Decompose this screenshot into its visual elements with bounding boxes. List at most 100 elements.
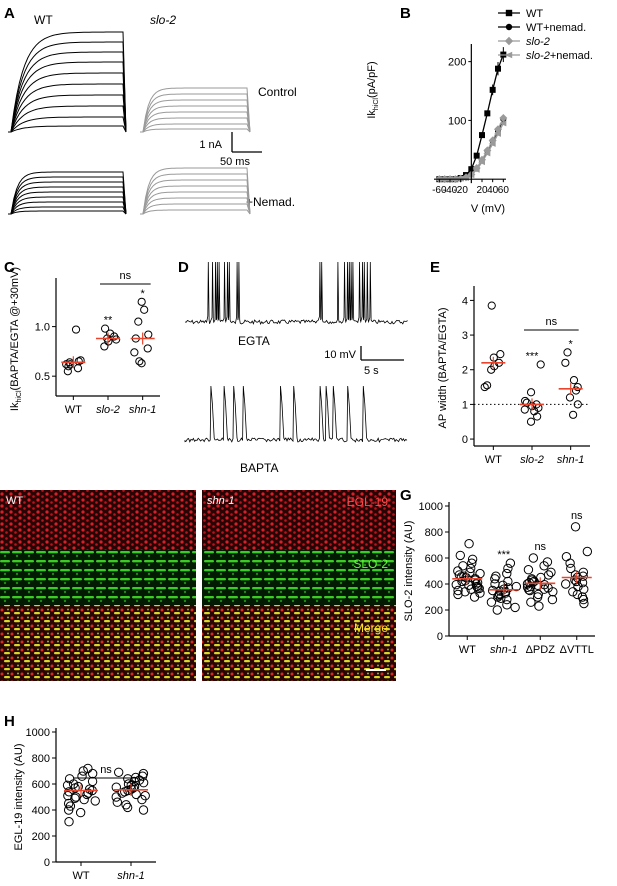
data-point [561, 552, 572, 562]
y-tick-label: 200 [448, 57, 466, 69]
data-point [137, 359, 146, 368]
data-point [79, 794, 89, 805]
x-tick-label: shn-1 [117, 870, 145, 882]
y-tick-label: 400 [425, 579, 443, 591]
data-point [478, 159, 485, 166]
data-point [565, 558, 575, 568]
data-point [572, 589, 583, 600]
data-point [487, 365, 496, 374]
y-axis-label: EGL-19 intensity (AU) [13, 744, 25, 851]
current-trace [8, 181, 127, 215]
current-trace [8, 196, 127, 215]
data-point [144, 330, 153, 339]
data-point [528, 577, 538, 587]
data-point [534, 601, 544, 611]
current-trace [140, 123, 251, 133]
current-trace [140, 128, 251, 133]
data-point [75, 807, 86, 818]
panel-a: WT slo-2 Control +Nemad. 1 nA 50 ms [8, 13, 297, 215]
x-tick-label: 40 [487, 185, 499, 196]
x-tick-label: WT [72, 870, 89, 882]
data-point [525, 585, 535, 596]
data-point [548, 587, 558, 597]
x-tick-label: -60 [432, 185, 447, 196]
panel-d-scale-y-label: 10 mV [324, 349, 356, 361]
x-tick-label: WT [485, 454, 502, 466]
significance-label: ns [571, 510, 583, 522]
x-tick-label: shn-1 [490, 644, 518, 656]
data-point [502, 568, 512, 579]
data-point [120, 787, 130, 797]
current-trace [140, 197, 251, 215]
data-point [466, 563, 476, 574]
data-point [63, 805, 74, 815]
data-point [100, 342, 109, 351]
data-point [78, 766, 88, 776]
data-point [568, 587, 578, 597]
data-point [460, 587, 470, 597]
x-tick-label: ΔPDZ [526, 644, 556, 656]
data-point [137, 794, 147, 805]
panel-letter-a: A [4, 5, 15, 22]
data-point [474, 583, 484, 594]
data-point [473, 152, 480, 159]
current-trace [8, 206, 127, 215]
data-point [486, 597, 497, 607]
data-point [71, 792, 81, 802]
data-point [76, 356, 85, 365]
bracket-label: ns [120, 270, 132, 282]
y-tick-label: 1 [462, 399, 468, 411]
y-tick-label: 400 [32, 805, 50, 817]
legend-label: WT [526, 8, 543, 20]
data-point [566, 563, 576, 574]
data-point [138, 778, 149, 788]
current-trace [8, 83, 127, 133]
current-trace [140, 87, 251, 133]
data-point [73, 364, 83, 373]
data-point [490, 574, 500, 584]
data-point [578, 594, 589, 605]
current-trace [140, 167, 251, 215]
data-point [547, 594, 558, 605]
data-point [496, 350, 505, 359]
current-trace [140, 111, 251, 133]
data-point [573, 400, 582, 409]
data-point [472, 166, 480, 173]
data-point [64, 817, 74, 827]
y-tick-label: 200 [32, 831, 50, 843]
chart-egl19-intensity: 0 200 400 600 800 1000 WT shn-1 ns EGL-19 intensi… [13, 727, 156, 882]
current-trace [8, 186, 127, 215]
data-point [138, 805, 149, 815]
data-point [467, 558, 477, 568]
current-trace [140, 117, 251, 133]
data-point [493, 591, 504, 601]
panel-f-shn1-label: shn-1 [207, 495, 235, 507]
data-point [467, 554, 478, 564]
data-point [577, 578, 588, 588]
significance-label: ** [104, 315, 113, 327]
data-point [484, 110, 491, 117]
current-trace [8, 41, 127, 133]
data-point [74, 357, 83, 366]
data-point [87, 768, 98, 779]
x-tick-label: slo-2 [96, 404, 120, 416]
x-tick-label: shn-1 [557, 454, 585, 466]
data-point [495, 65, 501, 72]
data-point [533, 412, 542, 421]
chart-iv-curve: -60-40-20 20 40 60 100 200 V (mV) IkhiCl(pA/pF)… [366, 8, 593, 215]
panel-f: WT shn-1 EGL-19 SLO-2 Merge [0, 490, 396, 681]
current-trace [8, 31, 127, 133]
current-trace [140, 209, 251, 215]
y-tick-label: 0 [462, 434, 468, 446]
panel-f-wt-label: WT [6, 495, 23, 507]
panel-letter-e: E [430, 259, 440, 276]
panel-f-slo2-label: SLO-2 [353, 557, 388, 571]
y-axis-label: IkhiCl(BAPTA/EGTA @+30mV) [9, 267, 23, 411]
data-point [469, 592, 480, 602]
y-tick-label: 100 [448, 115, 466, 127]
data-point [546, 567, 556, 577]
panel-letter-c: C [4, 259, 15, 276]
data-point [483, 381, 492, 390]
panel-a-scale-x-label: 50 ms [220, 156, 250, 168]
